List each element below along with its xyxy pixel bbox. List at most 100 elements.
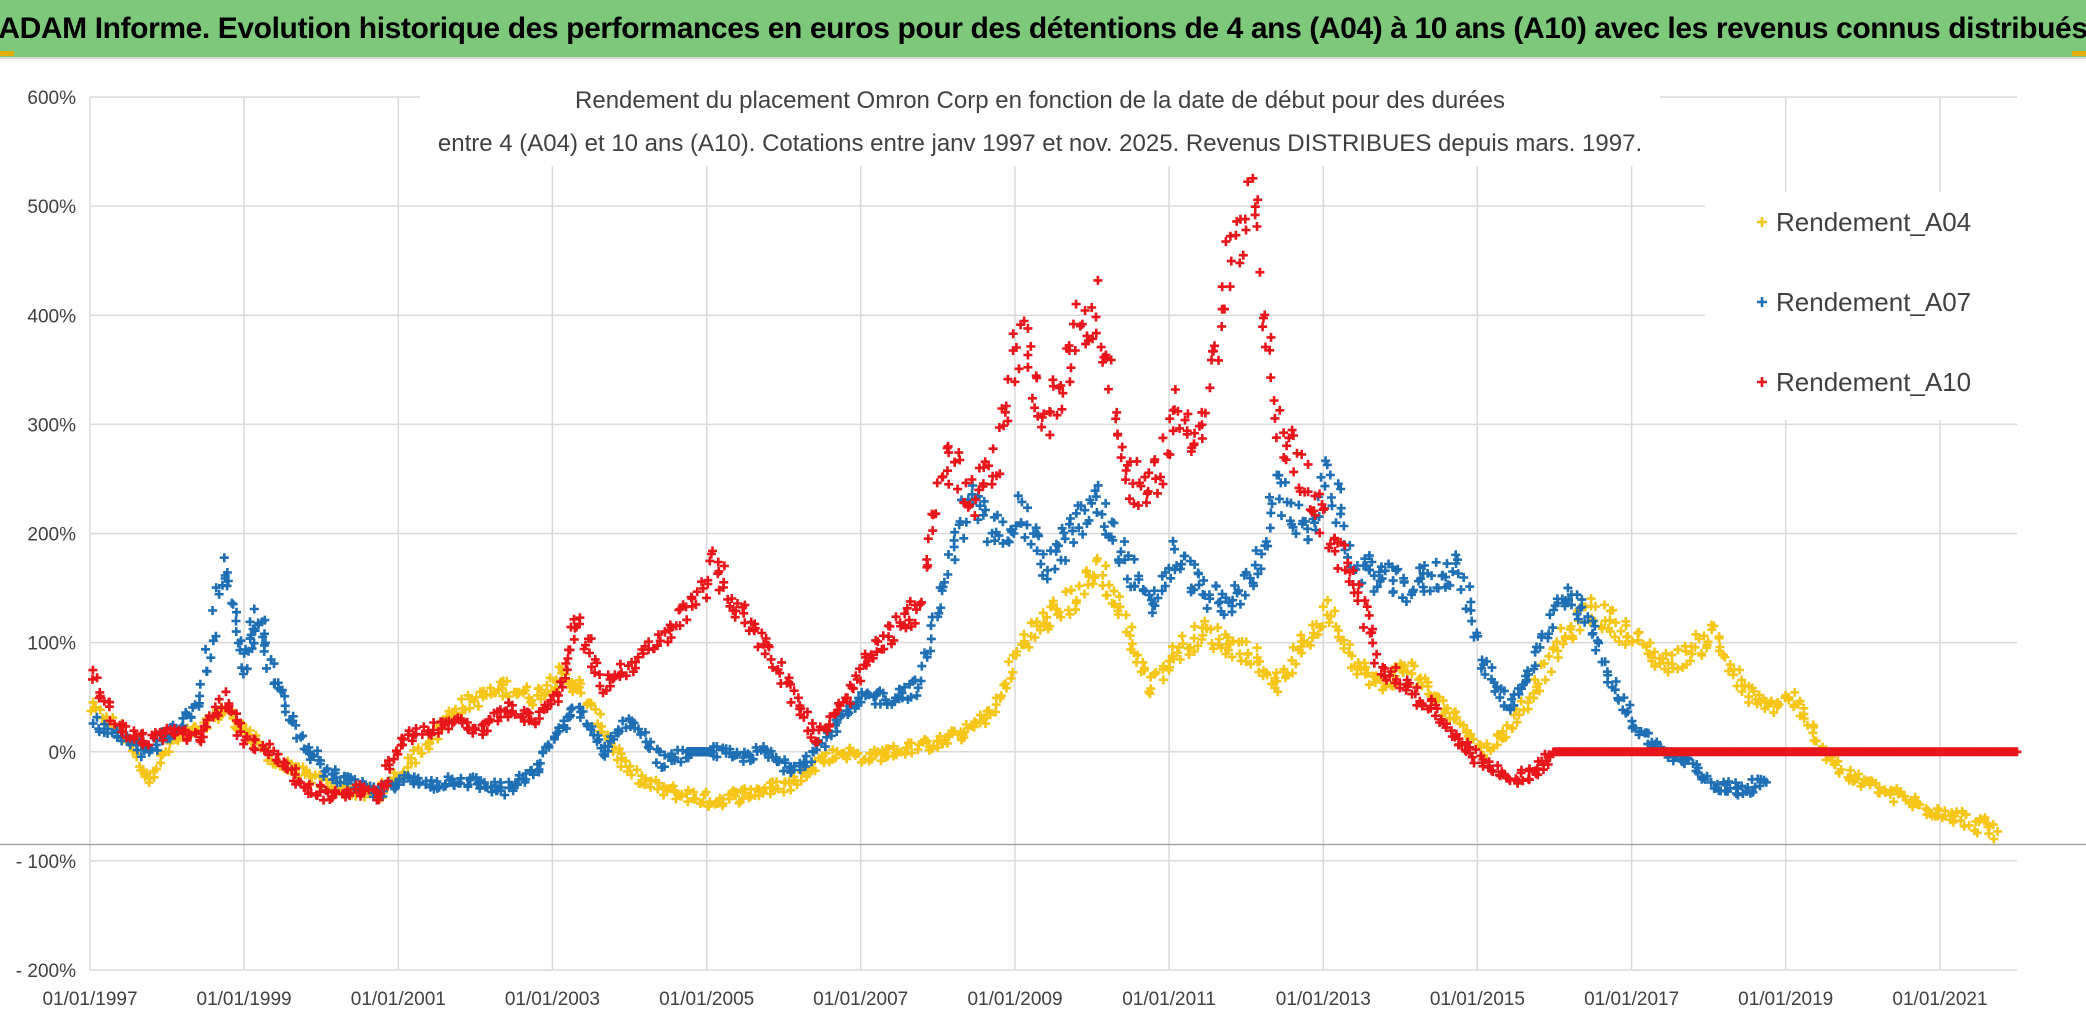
data-point [444,724,453,734]
data-point [841,693,851,703]
data-point [884,744,893,754]
data-point [1002,683,1011,693]
data-point [1645,638,1655,648]
data-point [1480,670,1490,679]
data-point [1215,597,1225,607]
data-point [910,618,920,628]
legend-marker [1757,217,1767,227]
data-point [1189,585,1199,595]
data-point [276,685,286,695]
data-point [530,717,540,727]
data-point [304,742,314,752]
data-point [1121,475,1131,485]
data-point [242,732,251,742]
data-point [88,697,98,707]
data-point [392,746,401,756]
data-point [1080,306,1090,315]
data-point [845,699,855,708]
data-point [1634,627,1644,637]
data-point [1465,582,1475,592]
data-point [1048,596,1058,606]
data-point [249,604,259,614]
data-point [1006,673,1016,683]
data-point [1038,570,1048,580]
data-point [900,620,909,630]
data-point [651,758,661,768]
data-point [1281,455,1291,465]
data-point [1240,590,1250,600]
data-point [586,634,596,644]
data-point [646,782,656,792]
data-point [1336,503,1346,513]
data-point [1539,659,1549,669]
data-point [959,733,969,743]
data-point [1071,299,1081,309]
data-point [955,455,965,465]
data-point [245,726,255,736]
data-point [1556,623,1566,633]
x-tick-label: 01/01/2021 [1892,989,1987,1010]
data-point [121,721,131,731]
data-point [1567,600,1576,610]
data-point [1066,585,1076,595]
data-point [238,669,248,679]
data-point [1441,723,1451,733]
data-point [131,731,141,741]
data-point [377,779,386,789]
data-point [1130,581,1140,591]
data-point [640,727,650,737]
data-point [1339,644,1349,653]
data-point [904,615,914,625]
data-point [485,715,495,725]
data-point [1590,621,1600,631]
data-point [1134,571,1144,581]
data-point [624,714,634,724]
data-point [1425,586,1435,596]
data-point [1287,668,1297,678]
data-point [1563,583,1573,593]
data-point [1306,640,1315,650]
data-point [407,736,417,746]
data-point [1694,634,1704,644]
data-point [260,638,270,648]
data-point [953,484,963,494]
data-point [1144,590,1154,600]
data-point [1101,561,1111,571]
data-point [1289,431,1298,440]
data-point [520,777,530,787]
data-point [1164,665,1174,675]
data-point [1056,612,1066,622]
data-point [231,616,241,626]
data-point [561,659,571,668]
data-point [1194,580,1204,590]
data-point [654,778,664,788]
data-point [1087,498,1097,508]
data-point [1102,590,1112,600]
data-point [1330,546,1340,556]
data-point [316,781,326,791]
data-point [724,794,734,804]
data-point [1241,225,1251,235]
data-point [825,757,834,767]
data-point [296,732,306,742]
data-point [1042,612,1052,622]
data-point [1621,621,1631,630]
data-point [1129,648,1139,658]
data-point [1685,656,1695,666]
data-point [1583,612,1593,622]
data-point [1412,683,1422,693]
data-point [1036,559,1046,569]
x-tick-label: 01/01/2007 [813,989,908,1010]
data-point [1266,373,1276,383]
data-point [149,733,159,743]
data-point [1507,724,1517,734]
data-point [1989,834,1999,844]
data-point [1257,549,1267,559]
banner-bottom-rule [0,57,2086,59]
data-point [1045,407,1055,417]
data-point [1127,622,1137,632]
data-point [1441,572,1451,582]
data-point [1104,580,1114,590]
data-point [1120,537,1129,547]
data-point [950,527,960,537]
